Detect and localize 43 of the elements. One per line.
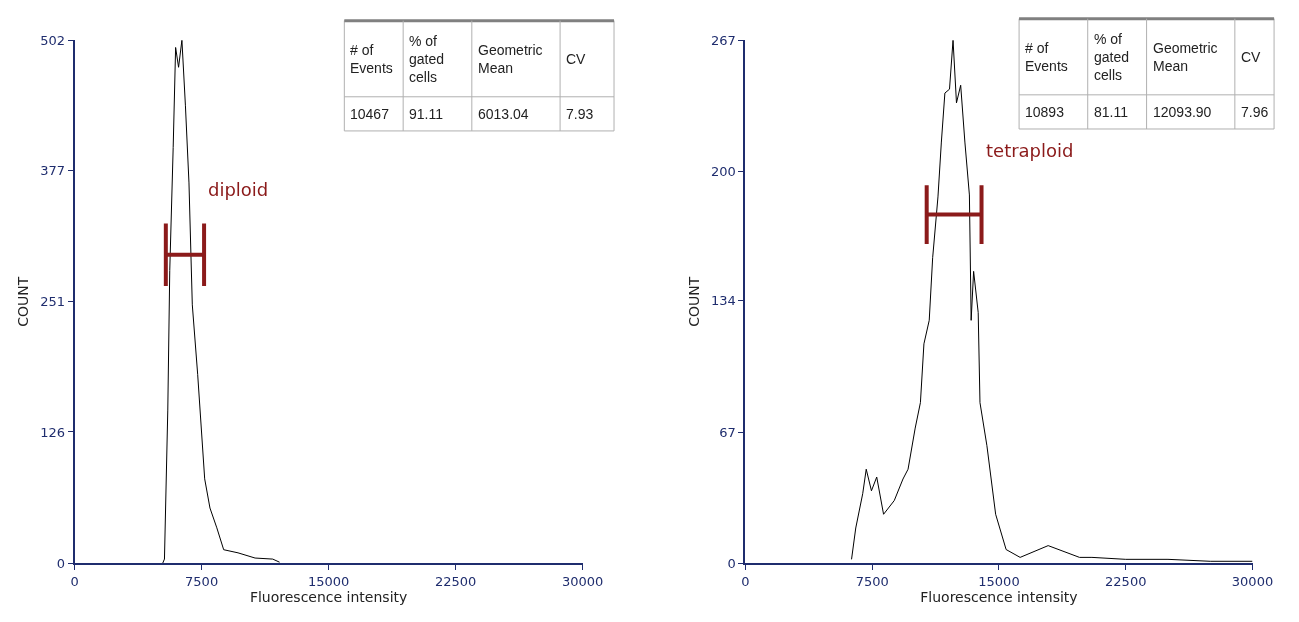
- y-tick-label: 0: [727, 555, 736, 571]
- x-tick-label: 22500: [434, 573, 477, 589]
- x-axis-title: Fluorescence intensity: [249, 588, 408, 605]
- annotation: # of Events: [1025, 40, 1068, 75]
- y-tick-label: 0: [56, 555, 66, 571]
- annotation: Geometric Mean: [1153, 40, 1218, 75]
- annotation: 10893: [1025, 104, 1065, 120]
- annotation: 6013.04: [478, 106, 529, 122]
- x-tick-label: 7500: [185, 573, 219, 589]
- x-tick-label: 0: [741, 573, 750, 589]
- annotation: # of Events: [350, 42, 393, 77]
- annotation: 91.11: [409, 106, 444, 122]
- y-tick-label: 67: [719, 424, 736, 440]
- x-tick-label: 30000: [561, 573, 604, 589]
- annotation: Geometric Mean: [478, 42, 543, 77]
- x-tick-label: 0: [70, 573, 79, 589]
- y-tick-label: 251: [40, 294, 66, 310]
- y-axis-title: COUNT: [686, 276, 703, 327]
- y-tick-label: 134: [711, 293, 736, 309]
- annotation: % of gated cells: [409, 33, 445, 86]
- x-tick-label: 15000: [307, 573, 350, 589]
- annotation: diploid: [208, 179, 269, 200]
- annotation: 81.11: [1094, 104, 1129, 120]
- x-tick-label: 22500: [1105, 573, 1147, 589]
- annotation: 10467: [350, 106, 390, 122]
- y-axis-title: COUNT: [15, 276, 32, 327]
- y-tick-label: 377: [40, 162, 66, 178]
- annotation: CV: [1241, 49, 1262, 65]
- x-tick-label: 30000: [1231, 573, 1274, 589]
- annotation: 12093.90: [1153, 104, 1212, 120]
- annotation: tetraploid: [986, 140, 1074, 161]
- y-tick-label: 267: [711, 32, 736, 48]
- annotation: % of gated cells: [1094, 31, 1130, 84]
- y-tick-label: 502: [40, 32, 66, 48]
- annotation: 7.93: [566, 106, 594, 122]
- y-tick-label: 126: [40, 424, 66, 440]
- line-series: [162, 40, 281, 564]
- x-tick-label: 15000: [978, 573, 1020, 589]
- x-tick-label: 7500: [855, 573, 889, 589]
- annotation: 7.96: [1241, 104, 1269, 120]
- y-tick-label: 200: [711, 163, 736, 179]
- annotation: CV: [566, 51, 587, 67]
- x-axis-title: Fluorescence intensity: [920, 588, 1078, 605]
